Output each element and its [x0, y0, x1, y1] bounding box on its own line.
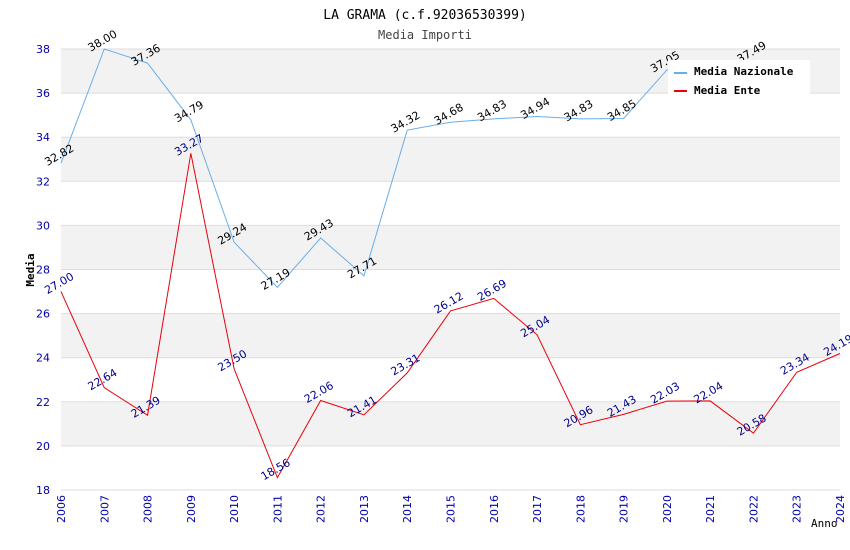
x-axis-ticks: 2006 2007 2008 2009 2010 2011 2012 2013 2014 2015… [55, 495, 847, 523]
x-tick-label: 2019 [618, 495, 631, 523]
series-line-media-nazionale [60, 48, 754, 289]
data-label-media-ente: 26.69 [475, 277, 509, 304]
data-label-media-nazionale: 34.83 [562, 97, 596, 124]
x-tick-label: 2009 [185, 495, 198, 523]
x-tick-label: 2015 [445, 495, 458, 523]
x-tick-label: 2006 [55, 495, 68, 523]
x-axis-label: Anno [811, 517, 838, 530]
x-tick-label: 2023 [791, 495, 804, 523]
x-tick-label: 2016 [488, 495, 501, 523]
legend-label-media-ente: Media Ente [694, 84, 761, 97]
plot-background-bands [61, 49, 840, 446]
x-tick-label: 2018 [574, 495, 587, 523]
data-label-media-nazionale: 34.85 [605, 97, 639, 124]
series-lines [60, 48, 841, 479]
y-tick-label: 36 [36, 87, 50, 100]
chart-subtitle: Media Importi [378, 28, 472, 42]
legend-label-media-nazionale: Media Nazionale [694, 65, 794, 78]
x-tick-label: 2013 [358, 495, 371, 523]
x-tick-label: 2008 [142, 495, 155, 523]
data-label-media-nazionale: 34.32 [389, 109, 423, 136]
y-tick-label: 22 [36, 396, 50, 409]
y-tick-label: 34 [36, 131, 50, 144]
y-tick-label: 38 [36, 43, 50, 56]
data-label-media-nazionale: 34.83 [475, 97, 509, 124]
y-tick-label: 32 [36, 175, 50, 188]
data-label-media-ente: 18.56 [259, 456, 293, 483]
background-band [61, 313, 840, 358]
x-tick-label: 2021 [704, 495, 717, 523]
y-tick-label: 30 [36, 219, 50, 232]
chart-title: LA GRAMA (c.f.92036530399) [323, 8, 527, 23]
x-tick-label: 2014 [401, 495, 414, 523]
x-tick-label: 2024 [834, 495, 847, 523]
x-tick-label: 2012 [315, 495, 328, 523]
x-tick-label: 2007 [98, 495, 111, 523]
y-tick-label: 18 [36, 484, 50, 497]
data-label-media-ente: 22.64 [86, 366, 120, 393]
grid-lines [61, 48, 840, 491]
y-axis-ticks: 18 20 22 24 26 28 30 32 34 36 38 [36, 43, 50, 497]
y-tick-label: 28 [36, 264, 50, 277]
data-label-media-ente: 26.12 [432, 289, 466, 316]
background-band [61, 401, 840, 446]
x-tick-label: 2017 [531, 495, 544, 523]
background-band [61, 225, 840, 270]
x-tick-label: 2011 [271, 495, 284, 523]
x-tick-label: 2020 [661, 495, 674, 523]
legend-box [668, 60, 810, 96]
y-tick-label: 26 [36, 308, 50, 321]
y-axis-label: Media [24, 253, 37, 286]
x-tick-label: 2010 [228, 495, 241, 523]
data-label-media-nazionale: 34.94 [518, 95, 552, 122]
x-tick-label: 2022 [747, 495, 760, 523]
data-label-media-nazionale: 34.68 [432, 101, 466, 128]
y-tick-label: 20 [36, 440, 50, 453]
legend: Media Nazionale Media Ente [668, 60, 810, 97]
background-band [61, 137, 840, 182]
series-line-media-ente [60, 153, 841, 479]
y-tick-label: 24 [36, 352, 50, 365]
